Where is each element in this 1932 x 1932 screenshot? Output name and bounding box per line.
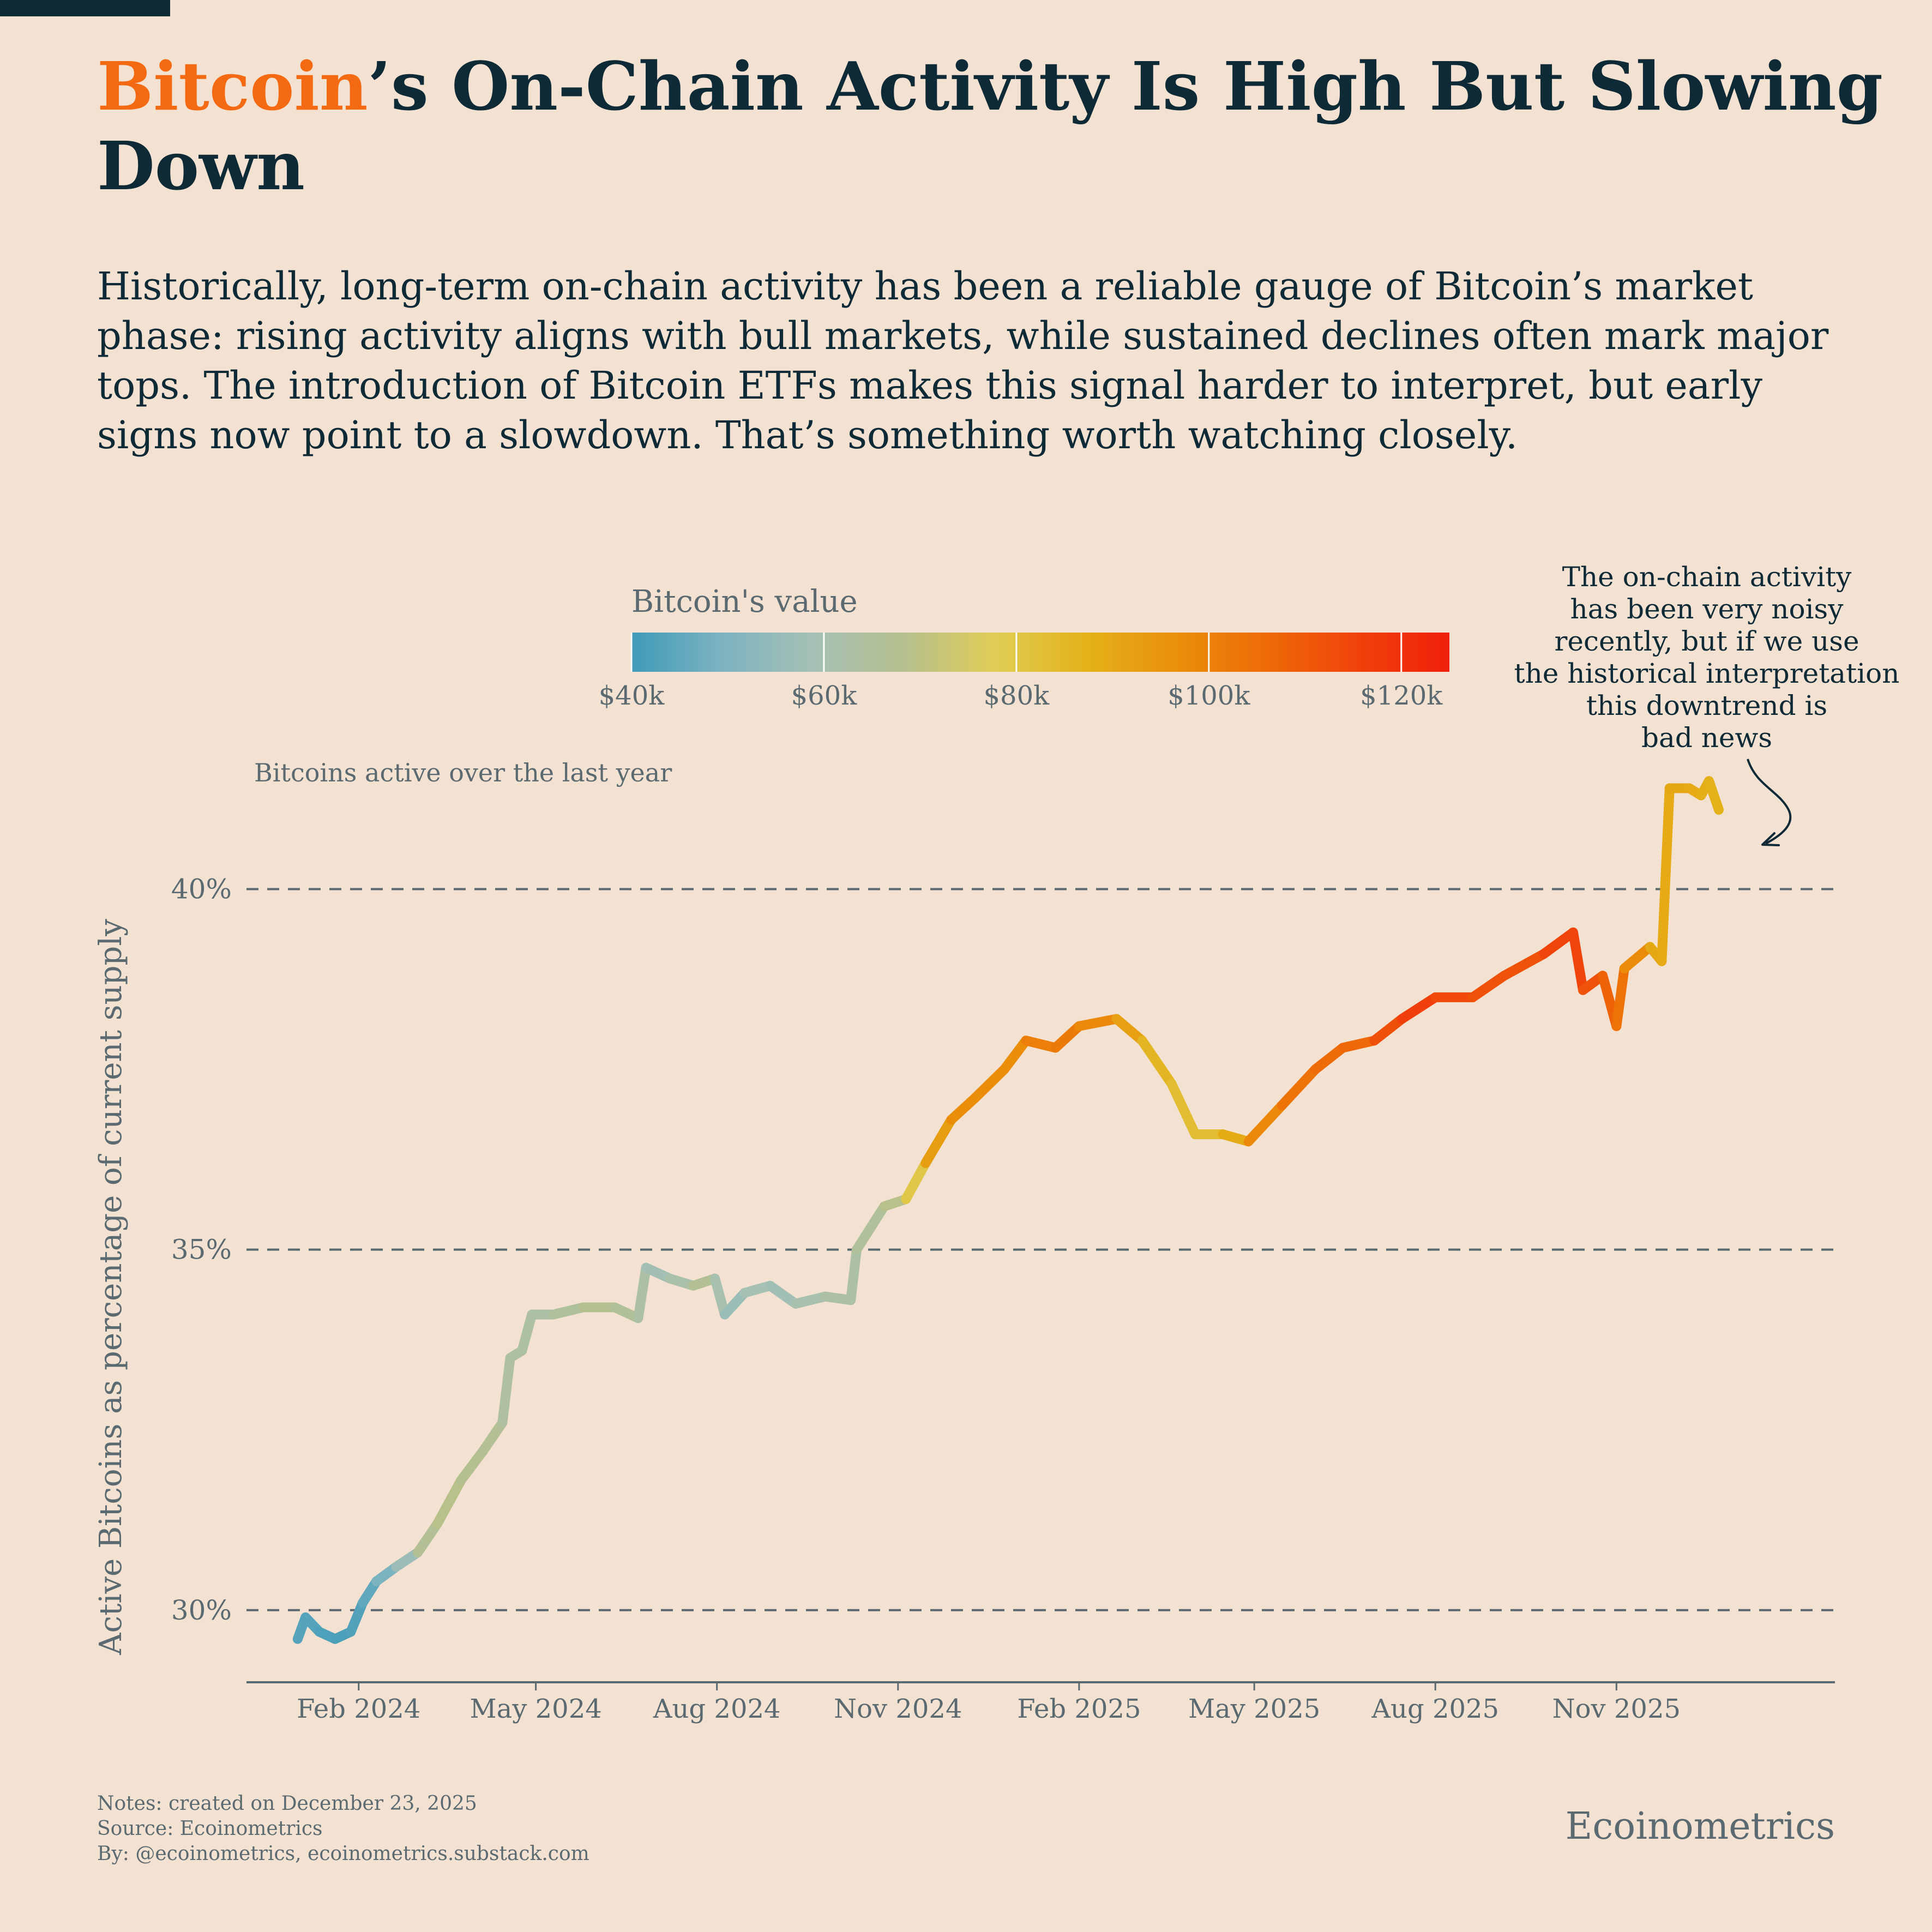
page-subtitle: Historically, long-term on-chain activit… [97, 264, 1829, 458]
y-tick-label: 35% [171, 1234, 232, 1266]
line-segment [1611, 964, 1629, 1031]
line-segment [1074, 1014, 1122, 1031]
line-segment [791, 1291, 830, 1309]
line-segment [901, 1158, 931, 1205]
x-axis-ticks: Feb 2024 May 2024 Aug 2024 Nov 2024 Feb 2025… [297, 1682, 1681, 1724]
line-segment [1657, 783, 1675, 966]
x-tick-label: Feb 2025 [1017, 1694, 1141, 1724]
line-segment [1243, 1100, 1287, 1147]
annotation-line: bad news [1641, 722, 1772, 754]
annotation-line: has been very noisy [1570, 593, 1844, 625]
line-segment [846, 1244, 862, 1305]
title-accent: Bitcoin [97, 47, 368, 125]
x-tick-label: May 2024 [470, 1694, 601, 1724]
line-segment [1704, 776, 1724, 815]
legend-gradient-bar [631, 633, 1449, 672]
data-line-series [292, 776, 1724, 1644]
brand-logo-text: Ecoinometrics [1565, 1805, 1835, 1848]
annotation-line: the historical interpretation [1514, 658, 1900, 689]
line-segment [1338, 1036, 1380, 1053]
annotation-line: this downtrend is [1586, 690, 1827, 721]
legend-title: Bitcoin's value [631, 584, 858, 619]
line-segment [1568, 927, 1588, 995]
line-segment [1619, 942, 1655, 973]
annotation: The on-chain activity has been very noisy… [1514, 561, 1900, 846]
annotation-line: The on-chain activity [1562, 561, 1852, 593]
line-segment [633, 1262, 651, 1323]
line-segment [497, 1353, 515, 1428]
line-segment [851, 1201, 889, 1255]
y-tick-label: 30% [171, 1594, 232, 1626]
line-segment [456, 1446, 488, 1485]
y-axis-label: Active Bitcoins as percentage of current… [93, 919, 129, 1656]
legend-tick-label: $100k [1167, 681, 1250, 711]
legend-tick-label: $80k [984, 681, 1050, 711]
line-segment [346, 1598, 368, 1637]
line-segment [478, 1418, 508, 1456]
chart-subtitle: Bitcoins active over the last year [254, 758, 672, 787]
line-segment [1467, 971, 1509, 1002]
line-segment [1166, 1079, 1200, 1140]
footer-notes: Notes: created on December 23, 2025 Sour… [97, 1791, 589, 1867]
legend-tick-label: $40k [599, 681, 665, 711]
line-segment [1538, 927, 1578, 959]
annotation-arrow [1747, 759, 1792, 845]
annotation-text: The on-chain activity has been very noisy… [1514, 561, 1900, 754]
annotation-line: recently, but if we use [1554, 625, 1859, 657]
x-tick-label: Aug 2025 [1371, 1694, 1499, 1724]
x-tick-label: Nov 2024 [834, 1694, 962, 1724]
y-tick-label: 40% [171, 874, 232, 905]
line-segment [1021, 1036, 1061, 1053]
line-segment [517, 1309, 537, 1356]
x-tick-label: May 2025 [1188, 1694, 1320, 1724]
line-segment [432, 1475, 466, 1529]
page-title: Bitcoin’s On-Chain Activity Is High But … [97, 46, 1897, 206]
legend-tick-label: $60k [791, 681, 858, 711]
grid-lines [246, 888, 1838, 1611]
line-segment [946, 1093, 980, 1125]
line-segment [1397, 992, 1441, 1024]
line-segment [1137, 1036, 1177, 1089]
line-segment [1499, 949, 1549, 981]
line-segment [710, 1273, 730, 1320]
line-segment [920, 1115, 956, 1168]
annotation-arrowhead [1761, 832, 1780, 846]
footer-source-line: Source: Ecoinometrics [97, 1817, 323, 1840]
line-segment [1111, 1014, 1147, 1046]
line-segment [413, 1519, 443, 1557]
legend-tick-label: $120k [1360, 681, 1443, 711]
line-segment [970, 1064, 1009, 1103]
footer-notes-line: Notes: created on December 23, 2025 [97, 1792, 477, 1815]
line-segment [549, 1302, 588, 1320]
footer-by-line: By: @ecoinometrics, ecoinometrics.substa… [97, 1843, 589, 1865]
line-segment [1310, 1043, 1348, 1075]
x-tick-label: Aug 2024 [653, 1694, 781, 1724]
line-segment [999, 1036, 1031, 1075]
x-tick-label: Nov 2025 [1552, 1694, 1681, 1724]
x-tick-label: Feb 2024 [297, 1694, 420, 1724]
color-legend: Bitcoin's value $40k $60k $80k $100k $120k [599, 584, 1449, 711]
line-segment [1369, 1014, 1407, 1046]
line-segment [765, 1280, 801, 1309]
corner-accent-bar [0, 0, 170, 16]
y-axis-ticks: 30% 35% 40% [171, 874, 232, 1626]
title-rest: ’s On-Chain Activity Is High But Slowing… [97, 47, 1883, 205]
line-segment [1050, 1021, 1084, 1053]
line-segment [1277, 1064, 1321, 1111]
